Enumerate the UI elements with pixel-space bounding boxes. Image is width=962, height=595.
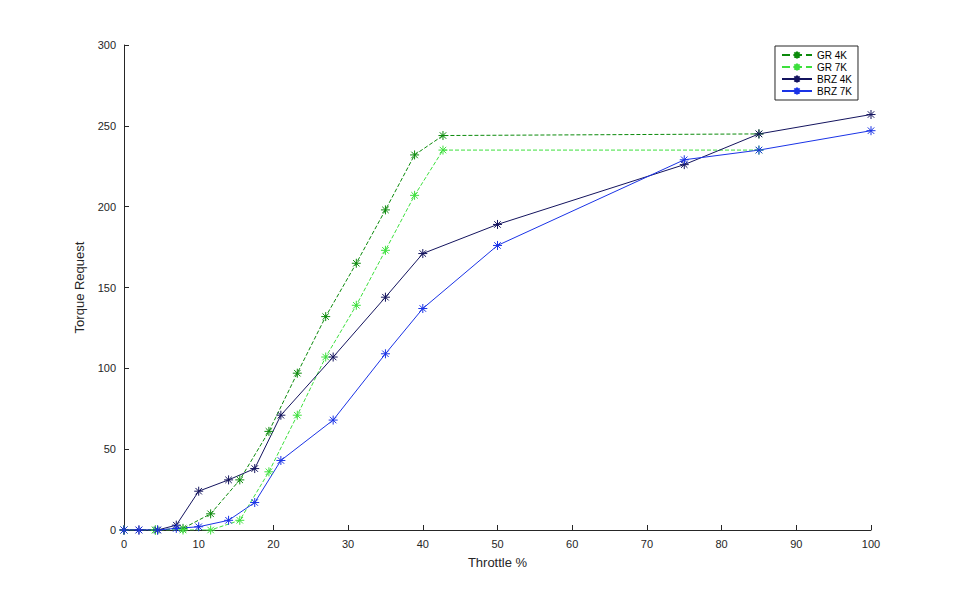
svg-text:80: 80	[715, 538, 727, 550]
svg-text:BRZ 7K: BRZ 7K	[817, 86, 852, 97]
svg-text:200: 200	[98, 201, 116, 213]
svg-text:50: 50	[491, 538, 503, 550]
svg-text:20: 20	[267, 538, 279, 550]
svg-text:Torque Request: Torque Request	[72, 241, 87, 333]
svg-text:150: 150	[98, 282, 116, 294]
svg-text:GR 4K: GR 4K	[817, 50, 847, 61]
svg-text:40: 40	[417, 538, 429, 550]
svg-text:GR 7K: GR 7K	[817, 62, 847, 73]
svg-text:70: 70	[641, 538, 653, 550]
svg-text:100: 100	[98, 362, 116, 374]
svg-text:0: 0	[110, 524, 116, 536]
svg-text:90: 90	[790, 538, 802, 550]
svg-text:250: 250	[98, 120, 116, 132]
svg-text:30: 30	[342, 538, 354, 550]
svg-text:60: 60	[566, 538, 578, 550]
svg-text:300: 300	[98, 39, 116, 51]
svg-text:Throttle %: Throttle %	[468, 555, 528, 570]
svg-text:10: 10	[193, 538, 205, 550]
svg-text:100: 100	[862, 538, 880, 550]
svg-text:0: 0	[121, 538, 127, 550]
svg-text:BRZ 4K: BRZ 4K	[817, 74, 852, 85]
svg-text:50: 50	[104, 443, 116, 455]
